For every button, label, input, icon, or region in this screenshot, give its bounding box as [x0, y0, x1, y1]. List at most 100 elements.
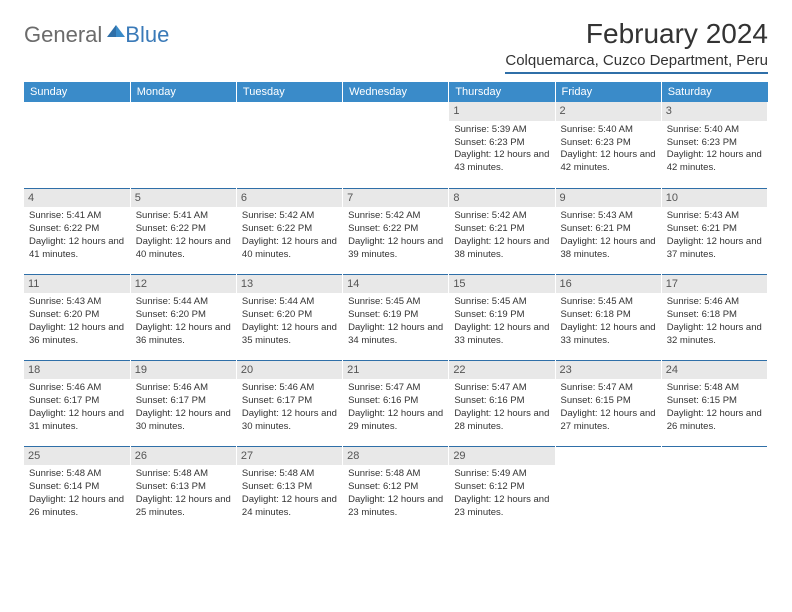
- day-header: Thursday: [449, 82, 555, 102]
- sunrise-line: Sunrise: 5:47 AM: [561, 382, 656, 395]
- day-number: 19: [131, 361, 236, 380]
- sunset-line: Sunset: 6:20 PM: [29, 309, 125, 322]
- daylight-line: Daylight: 12 hours and 34 minutes.: [348, 322, 443, 348]
- calendar-cell: 18Sunrise: 5:46 AMSunset: 6:17 PMDayligh…: [24, 360, 130, 446]
- sunrise-line: Sunrise: 5:39 AM: [454, 124, 549, 137]
- sunrise-line: Sunrise: 5:43 AM: [29, 296, 125, 309]
- calendar-body: 1Sunrise: 5:39 AMSunset: 6:23 PMDaylight…: [24, 102, 768, 532]
- day-header-row: Sunday Monday Tuesday Wednesday Thursday…: [24, 82, 768, 102]
- sunset-line: Sunset: 6:13 PM: [136, 481, 231, 494]
- calendar-cell: 16Sunrise: 5:45 AMSunset: 6:18 PMDayligh…: [555, 274, 661, 360]
- sunrise-line: Sunrise: 5:45 AM: [561, 296, 656, 309]
- sunset-line: Sunset: 6:22 PM: [242, 223, 337, 236]
- calendar-cell: 26Sunrise: 5:48 AMSunset: 6:13 PMDayligh…: [130, 446, 236, 532]
- sunrise-line: Sunrise: 5:41 AM: [136, 210, 231, 223]
- daylight-line: Daylight: 12 hours and 24 minutes.: [242, 494, 337, 520]
- calendar-cell: 23Sunrise: 5:47 AMSunset: 6:15 PMDayligh…: [555, 360, 661, 446]
- calendar-cell: 12Sunrise: 5:44 AMSunset: 6:20 PMDayligh…: [130, 274, 236, 360]
- sunset-line: Sunset: 6:15 PM: [667, 395, 762, 408]
- calendar-cell: 15Sunrise: 5:45 AMSunset: 6:19 PMDayligh…: [449, 274, 555, 360]
- day-number: 11: [24, 275, 130, 294]
- calendar-table: Sunday Monday Tuesday Wednesday Thursday…: [24, 82, 768, 532]
- day-number: 27: [237, 447, 342, 466]
- calendar-cell: 25Sunrise: 5:48 AMSunset: 6:14 PMDayligh…: [24, 446, 130, 532]
- sunrise-line: Sunrise: 5:48 AM: [242, 468, 337, 481]
- calendar-cell: 6Sunrise: 5:42 AMSunset: 6:22 PMDaylight…: [236, 188, 342, 274]
- day-number: 25: [24, 447, 130, 466]
- calendar-cell: 4Sunrise: 5:41 AMSunset: 6:22 PMDaylight…: [24, 188, 130, 274]
- day-number: 5: [131, 189, 236, 208]
- sunrise-line: Sunrise: 5:42 AM: [242, 210, 337, 223]
- daylight-line: Daylight: 12 hours and 26 minutes.: [29, 494, 125, 520]
- calendar-cell: [24, 102, 130, 188]
- calendar-cell: 5Sunrise: 5:41 AMSunset: 6:22 PMDaylight…: [130, 188, 236, 274]
- sunrise-line: Sunrise: 5:45 AM: [454, 296, 549, 309]
- calendar-cell: 24 Sunrise: 5:48 AMSunset: 6:15 PMDayligh…: [661, 360, 767, 446]
- daylight-line: Daylight: 12 hours and 26 minutes.: [667, 408, 762, 434]
- day-number: 14: [343, 275, 448, 294]
- sunrise-line: Sunrise: 5:48 AM: [667, 382, 762, 395]
- daylight-line: Daylight: 12 hours and 23 minutes.: [348, 494, 443, 520]
- sunrise-line: Sunrise: 5:44 AM: [242, 296, 337, 309]
- sunset-line: Sunset: 6:19 PM: [454, 309, 549, 322]
- day-number: 24: [662, 361, 767, 380]
- sunset-line: Sunset: 6:18 PM: [667, 309, 762, 322]
- sunset-line: Sunset: 6:16 PM: [454, 395, 549, 408]
- sunset-line: Sunset: 6:18 PM: [561, 309, 656, 322]
- sunrise-line: Sunrise: 5:40 AM: [667, 124, 762, 137]
- daylight-line: Daylight: 12 hours and 39 minutes.: [348, 236, 443, 262]
- daylight-line: Daylight: 12 hours and 37 minutes.: [667, 236, 762, 262]
- sunrise-line: Sunrise: 5:47 AM: [348, 382, 443, 395]
- calendar-cell: 28 Sunrise: 5:48 AMSunset: 6:12 PMDayligh…: [343, 446, 449, 532]
- sunrise-line: Sunrise: 5:48 AM: [348, 468, 443, 481]
- sunset-line: Sunset: 6:15 PM: [561, 395, 656, 408]
- sunset-line: Sunset: 6:22 PM: [348, 223, 443, 236]
- calendar-row: 25Sunrise: 5:48 AMSunset: 6:14 PMDayligh…: [24, 446, 768, 532]
- day-header: Tuesday: [236, 82, 342, 102]
- sunset-line: Sunset: 6:21 PM: [454, 223, 549, 236]
- day-header: Friday: [555, 82, 661, 102]
- sunrise-line: Sunrise: 5:46 AM: [667, 296, 762, 309]
- calendar-cell: 14Sunrise: 5:45 AMSunset: 6:19 PMDayligh…: [343, 274, 449, 360]
- daylight-line: Daylight: 12 hours and 29 minutes.: [348, 408, 443, 434]
- daylight-line: Daylight: 12 hours and 42 minutes.: [667, 149, 762, 175]
- calendar-row: 4Sunrise: 5:41 AMSunset: 6:22 PMDaylight…: [24, 188, 768, 274]
- daylight-line: Daylight: 12 hours and 31 minutes.: [29, 408, 125, 434]
- sunrise-line: Sunrise: 5:46 AM: [136, 382, 231, 395]
- day-header: Saturday: [661, 82, 767, 102]
- title-block: February 2024 Colquemarca, Cuzco Departm…: [505, 18, 768, 74]
- day-header: Sunday: [24, 82, 130, 102]
- sunrise-line: Sunrise: 5:46 AM: [29, 382, 125, 395]
- sunset-line: Sunset: 6:17 PM: [136, 395, 231, 408]
- calendar-cell: 27Sunrise: 5:48 AMSunset: 6:13 PMDayligh…: [236, 446, 342, 532]
- calendar-cell: [555, 446, 661, 532]
- sunset-line: Sunset: 6:12 PM: [348, 481, 443, 494]
- sunrise-line: Sunrise: 5:42 AM: [454, 210, 549, 223]
- calendar-page: General Blue February 2024 Colquemarca, …: [0, 0, 792, 550]
- calendar-cell: 2Sunrise: 5:40 AMSunset: 6:23 PMDaylight…: [555, 102, 661, 188]
- day-number: 28: [343, 447, 448, 466]
- sunrise-line: Sunrise: 5:43 AM: [561, 210, 656, 223]
- sunrise-line: Sunrise: 5:41 AM: [29, 210, 125, 223]
- sunrise-line: Sunrise: 5:47 AM: [454, 382, 549, 395]
- calendar-cell: 9Sunrise: 5:43 AMSunset: 6:21 PMDaylight…: [555, 188, 661, 274]
- daylight-line: Daylight: 12 hours and 33 minutes.: [561, 322, 656, 348]
- day-number: 10: [662, 189, 767, 208]
- calendar-cell: [661, 446, 767, 532]
- sunset-line: Sunset: 6:22 PM: [29, 223, 125, 236]
- day-number: 17: [662, 275, 767, 294]
- month-title: February 2024: [505, 18, 768, 50]
- sunrise-line: Sunrise: 5:46 AM: [242, 382, 337, 395]
- sunrise-line: Sunrise: 5:45 AM: [348, 296, 443, 309]
- day-number: 6: [237, 189, 342, 208]
- sunset-line: Sunset: 6:20 PM: [242, 309, 337, 322]
- calendar-cell: [343, 102, 449, 188]
- location: Colquemarca, Cuzco Department, Peru: [505, 52, 768, 74]
- day-header: Monday: [130, 82, 236, 102]
- daylight-line: Daylight: 12 hours and 36 minutes.: [29, 322, 125, 348]
- calendar-cell: 11 Sunrise: 5:43 AMSunset: 6:20 PMDayligh…: [24, 274, 130, 360]
- calendar-cell: 3Sunrise: 5:40 AMSunset: 6:23 PMDaylight…: [661, 102, 767, 188]
- day-number: 26: [131, 447, 236, 466]
- sunset-line: Sunset: 6:21 PM: [667, 223, 762, 236]
- sunset-line: Sunset: 6:20 PM: [136, 309, 231, 322]
